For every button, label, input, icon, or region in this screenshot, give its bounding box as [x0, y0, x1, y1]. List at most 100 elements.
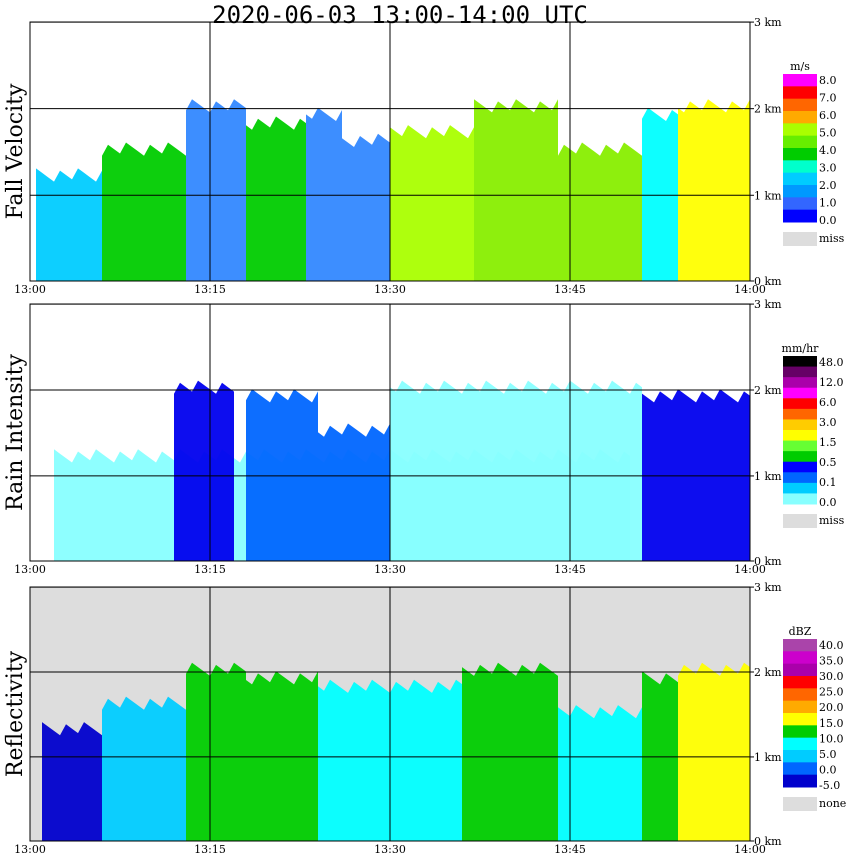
legend-label: 0.1: [819, 476, 837, 489]
time-tick-label: 13:30: [374, 283, 406, 296]
legend-swatch: [783, 482, 817, 494]
legend-swatch: [783, 366, 817, 378]
panel-axis-label: Reflectivity: [3, 650, 28, 777]
echo-region: [306, 107, 342, 281]
legend-missing-swatch: [783, 232, 817, 246]
time-tick-label: 13:15: [194, 563, 226, 576]
legend-unit: m/s: [790, 60, 810, 73]
legend-unit: dBZ: [789, 625, 812, 638]
legend-swatch: [783, 356, 817, 368]
echo-region: [186, 662, 246, 841]
height-tick-label: 2 km: [754, 666, 782, 679]
legend-swatch: [783, 86, 817, 100]
legend-label: 6.0: [819, 396, 837, 409]
legend-label: -5.0: [819, 779, 840, 792]
height-tick-label: 1 km: [754, 470, 782, 483]
legend-label: 0.0: [819, 214, 837, 227]
echo-region: [462, 662, 558, 841]
legend-swatch: [783, 387, 817, 399]
time-tick-label: 13:45: [554, 563, 586, 576]
time-tick-label: 14:00: [734, 563, 766, 576]
legend-swatch: [783, 461, 817, 473]
panel-axis-label: Fall Velocity: [3, 83, 28, 219]
legend-label: 4.0: [819, 144, 837, 157]
legend-label: 1.0: [819, 197, 837, 210]
legend-swatch: [783, 639, 817, 652]
legend-swatch: [783, 676, 817, 689]
legend-swatch: [783, 493, 817, 505]
legend-missing-label: none: [819, 797, 846, 810]
legend-label: 3.0: [819, 162, 837, 175]
height-tick-label: 0 km: [754, 835, 782, 848]
echo-region: [642, 389, 750, 561]
legend-swatch: [783, 774, 817, 788]
echo-region: [342, 133, 390, 281]
legend-unit: mm/hr: [782, 342, 820, 355]
time-tick-label: 13:30: [374, 563, 406, 576]
legend-missing-swatch: [783, 514, 817, 528]
legend-swatch: [783, 197, 817, 211]
legend-label: 5.0: [819, 748, 837, 761]
height-tick-label: 2 km: [754, 384, 782, 397]
echo-region: [390, 125, 474, 281]
legend-swatch: [783, 430, 817, 442]
legend-label: 0.0: [819, 763, 837, 776]
echo-region: [642, 671, 678, 841]
legend-swatch: [783, 725, 817, 739]
echo-region: [186, 99, 246, 281]
time-tick-label: 13:45: [554, 843, 586, 856]
legend-label: 15.0: [819, 717, 844, 730]
echo-region: [246, 116, 306, 281]
time-tick-label: 13:15: [194, 843, 226, 856]
height-tick-label: 3 km: [754, 16, 782, 29]
echo-region: [558, 142, 642, 281]
legend-swatch: [783, 98, 817, 112]
time-tick-label: 14:00: [734, 283, 766, 296]
legend-swatch: [783, 451, 817, 463]
legend-swatch: [783, 398, 817, 410]
echo-region: [174, 380, 234, 561]
echo-region: [102, 696, 186, 841]
echo-region: [474, 99, 558, 281]
legend-swatch: [783, 123, 817, 137]
legend-label: 20.0: [819, 701, 844, 714]
legend-label: 0.5: [819, 456, 837, 469]
legend-swatch: [783, 172, 817, 186]
legend-label: 10.0: [819, 732, 844, 745]
echo-region: [42, 722, 102, 841]
legend-swatch: [783, 209, 817, 223]
legend-swatch: [783, 472, 817, 484]
legend-missing-label: miss: [819, 514, 845, 527]
legend-swatch: [783, 74, 817, 87]
legend-label: 3.0: [819, 416, 837, 429]
echo-region: [678, 662, 750, 841]
legend-swatch: [783, 713, 817, 726]
legend-swatch: [783, 148, 817, 161]
legend-swatch: [783, 185, 817, 198]
legend-swatch: [783, 111, 817, 124]
height-tick-label: 0 km: [754, 555, 782, 568]
height-tick-label: 3 km: [754, 298, 782, 311]
legend-swatch: [783, 440, 817, 452]
legend-swatch: [783, 160, 817, 174]
legend-swatch: [783, 135, 817, 149]
time-tick-label: 13:00: [14, 563, 46, 576]
time-tick-label: 13:00: [14, 283, 46, 296]
height-tick-label: 1 km: [754, 751, 782, 764]
echo-region: [642, 107, 678, 281]
echo-region: [678, 99, 750, 281]
echo-region: [558, 705, 642, 841]
legend-swatch: [783, 700, 817, 714]
echo-region: [102, 142, 186, 281]
legend-label: 25.0: [819, 686, 844, 699]
legend-label: 5.0: [819, 127, 837, 140]
height-tick-label: 2 km: [754, 103, 782, 116]
legend-label: 0.0: [819, 496, 837, 509]
legend-swatch: [783, 663, 817, 677]
legend-swatch: [783, 408, 817, 420]
legend-swatch: [783, 651, 817, 665]
echo-region: [318, 423, 390, 561]
echo-region: [246, 389, 318, 561]
echo-region: [36, 168, 102, 281]
